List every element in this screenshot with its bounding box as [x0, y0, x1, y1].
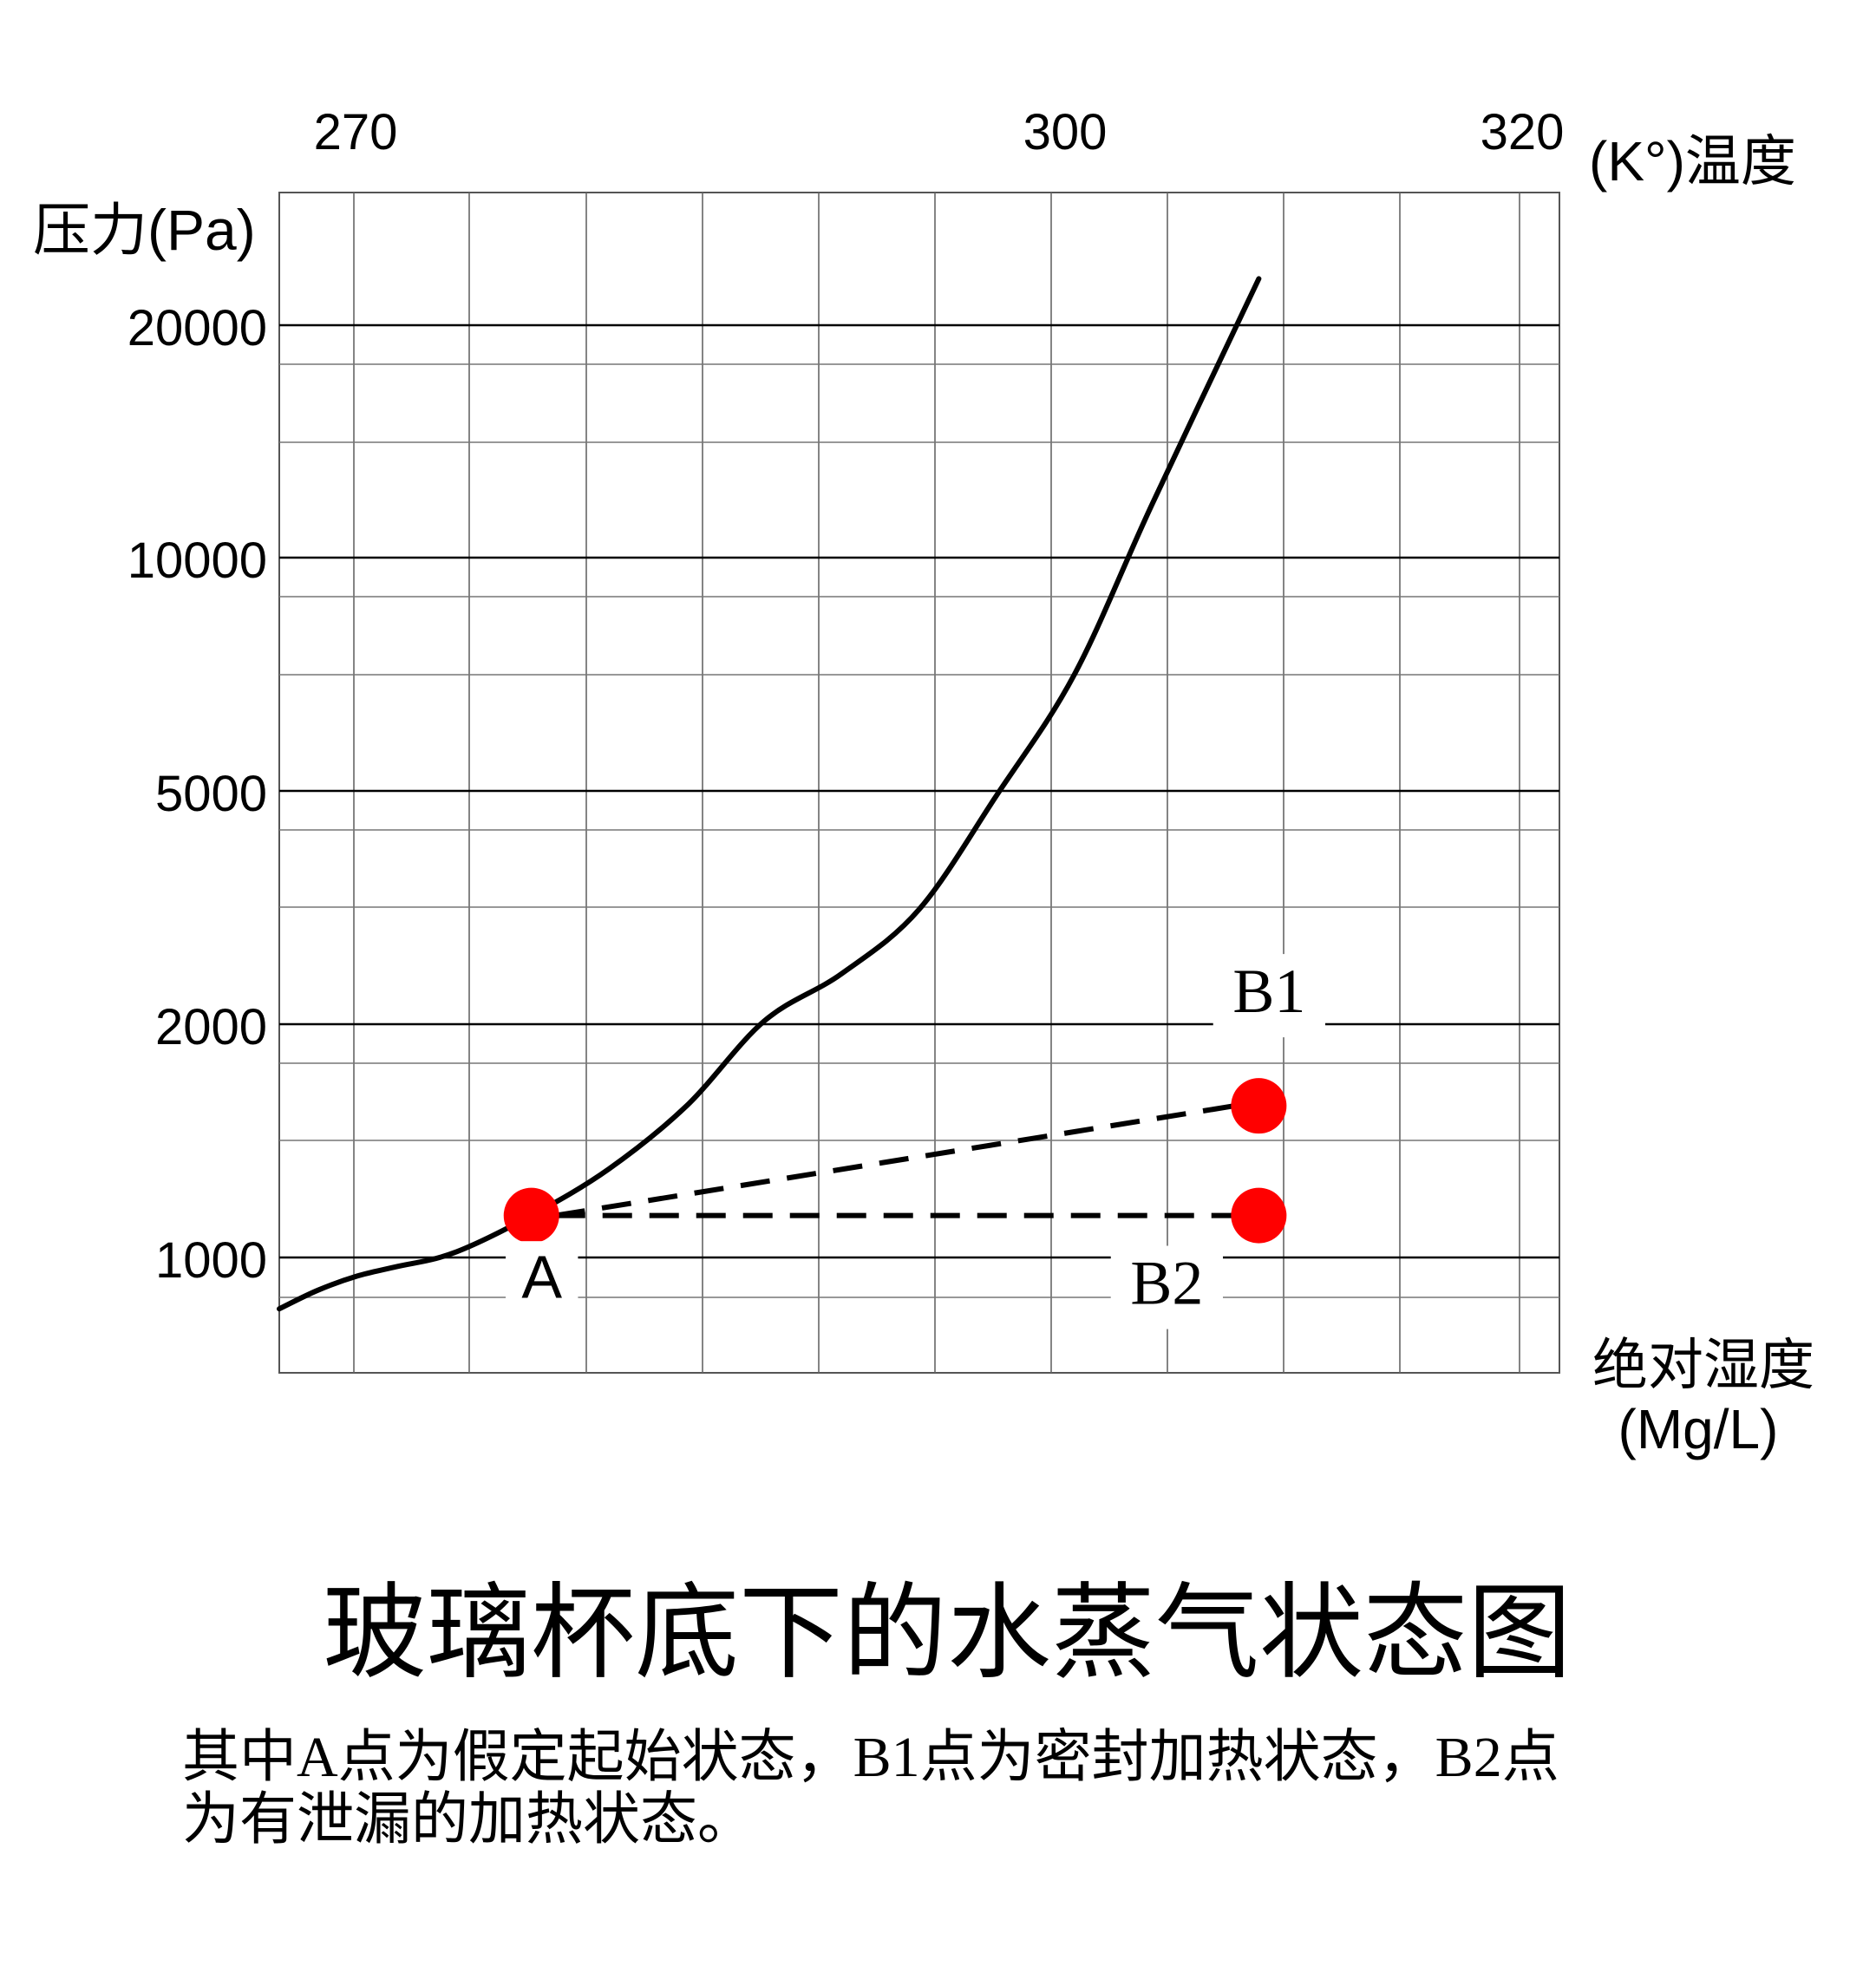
state-point-b1 — [1231, 1078, 1287, 1134]
chart-grid — [278, 192, 1560, 1374]
bottom-axis-label-line: (Mg/L) — [1618, 1398, 1779, 1460]
y-tick-label: 1000 — [155, 1232, 267, 1289]
point-label-b1: B1 — [1232, 957, 1305, 1026]
caption-line: 为有泄漏的加热状态。 — [182, 1788, 755, 1852]
point-label-backdrop — [506, 1241, 578, 1323]
saturation-curve — [277, 276, 1262, 1312]
y-axis-title: 压力(Pa) — [33, 198, 256, 262]
caption-line: 其中A点为假定起始状态，B1点为密封加热状态，B2点 — [182, 1726, 1559, 1789]
state-points-layer — [503, 1078, 1287, 1244]
curve-layer — [277, 276, 1262, 1312]
bottom-axis-label-line: 绝对湿度 — [1592, 1334, 1814, 1396]
x-tick-label: 320 — [1481, 104, 1565, 160]
y-tick-label: 20000 — [127, 300, 267, 356]
x-tick-label: 270 — [314, 104, 398, 160]
y-tick-label: 2000 — [155, 999, 267, 1055]
y-tick-label: 5000 — [155, 766, 267, 822]
point-label-backdrop — [1213, 954, 1326, 1038]
dashed-lines-layer — [555, 1103, 1235, 1218]
chart-title: 玻璃杯底下的水蒸气状态图 — [323, 1576, 1572, 1691]
state-point-a — [503, 1187, 559, 1244]
point-labels-layer: A B1 B2 — [506, 954, 1326, 1329]
plot-frame — [278, 192, 1560, 1374]
point-label-b2: B2 — [1130, 1249, 1203, 1318]
point-label-backdrop — [1110, 1245, 1224, 1329]
axis-text-layer: 270 300 320 (K°)温度 压力(Pa) 1000 2000 5000… — [33, 104, 1814, 1852]
x-axis-title: (K°)温度 — [1589, 130, 1796, 193]
dashed-line-a-b1 — [555, 1103, 1235, 1218]
state-point-b2 — [1231, 1187, 1287, 1244]
point-label-a: A — [521, 1244, 562, 1311]
x-tick-label: 300 — [1023, 104, 1108, 160]
y-tick-label: 10000 — [127, 532, 267, 589]
